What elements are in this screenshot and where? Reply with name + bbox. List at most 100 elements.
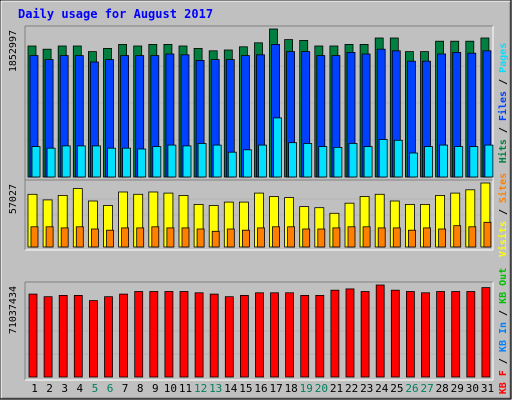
day-label: 31 — [481, 382, 494, 395]
sites-bar — [30, 226, 39, 248]
pages-bar — [92, 145, 101, 178]
kbf-bar — [134, 291, 144, 378]
sites-bar — [287, 226, 296, 248]
panel-pages-files-hits-legend-item: Files — [497, 91, 509, 127]
kbf-bar — [466, 291, 476, 378]
sites-bar — [75, 226, 84, 248]
kbf-bar — [209, 293, 219, 378]
kbf-bar — [421, 292, 430, 378]
panel-visits-sites-legend-item: / — [498, 209, 509, 221]
kbf-bar — [179, 291, 189, 378]
kbf-bar — [239, 294, 249, 378]
pages-bar — [197, 143, 207, 178]
day-label: 28 — [436, 382, 449, 395]
sites-bar — [106, 229, 114, 248]
day-axis-labels: 1 2 3 4 5 6 7 8 9 10 11 12 13 14 15 16 17 18 19 20 21 22 23 24 2… — [31, 382, 494, 395]
kbf-bar — [194, 292, 204, 378]
pages-bar — [227, 151, 237, 178]
sites-bar — [302, 228, 311, 248]
panel-pages-files-hits-legend-item: Hits — [497, 139, 509, 163]
sites-bar — [196, 228, 205, 248]
kbf-bar — [451, 291, 461, 378]
sites-bar — [166, 227, 175, 248]
panel-kbf-kbin-kbout-legend: KB F / KB In / KB Out — [498, 268, 509, 394]
kbf-bar — [300, 294, 310, 378]
pages-bar — [182, 145, 192, 178]
pages-bar — [393, 139, 403, 178]
chart-title: Daily usage for August 2017 — [18, 7, 213, 21]
day-label: 5 — [92, 382, 99, 395]
day-label: 6 — [107, 382, 114, 395]
panel-pages-files-hits-legend-item: / — [498, 79, 509, 91]
pages-bar — [303, 143, 313, 178]
kbf-bar — [375, 284, 385, 378]
day-label: 8 — [137, 382, 144, 395]
sites-bar — [91, 228, 99, 248]
pages-bar — [212, 144, 222, 178]
sites-bar — [423, 227, 431, 248]
kbf-bar — [89, 300, 98, 378]
day-label: 10 — [164, 382, 177, 395]
panel-kbf-kbin-kbout-scale-label: 71037434 — [8, 286, 19, 334]
pages-bar — [242, 149, 252, 178]
sites-bar — [121, 227, 129, 248]
day-label: 27 — [420, 382, 433, 395]
day-label: 1 — [31, 382, 38, 395]
pages-bar — [31, 146, 41, 178]
sites-bar — [181, 227, 190, 248]
panel-kbf-kbin-kbout-legend-item: / — [498, 310, 509, 322]
panel-visits-sites-legend: Visits / Sites — [497, 173, 509, 257]
kbf-bar — [330, 289, 340, 378]
pages-bar — [363, 146, 373, 178]
pages-bar — [76, 145, 86, 178]
day-label: 14 — [224, 382, 238, 395]
kbf-bar — [405, 291, 415, 378]
sites-bar — [211, 230, 220, 248]
panel-visits-sites-scale-label: 57027 — [8, 184, 19, 214]
pages-bar — [424, 146, 433, 178]
kbf-bar — [58, 294, 68, 378]
day-label: 30 — [466, 382, 479, 395]
kbf-bar — [73, 294, 83, 378]
sites-bar — [438, 228, 447, 248]
day-label: 2 — [46, 382, 53, 395]
pages-bar — [378, 139, 388, 178]
sites-bar — [257, 227, 265, 248]
sites-bar — [226, 228, 235, 248]
day-label: 17 — [269, 382, 282, 395]
panel-pages-files-hits-scale-label: 1852997 — [8, 30, 19, 72]
day-label: 11 — [179, 382, 192, 395]
kbf-bar — [285, 292, 295, 378]
day-label: 24 — [375, 382, 389, 395]
sites-bar — [60, 227, 69, 248]
day-label: 20 — [315, 382, 328, 395]
kbf-bar — [390, 289, 400, 378]
kbf-bar — [43, 296, 53, 378]
pages-bar — [469, 146, 479, 178]
sites-bar — [272, 226, 280, 248]
kbf-bar — [164, 291, 174, 378]
panel-kbf-kbin-kbout-legend-item: KB In — [498, 322, 509, 358]
sites-bar — [377, 227, 386, 248]
pages-bar — [288, 142, 298, 178]
pages-bar — [333, 146, 343, 178]
day-label: 3 — [61, 382, 68, 395]
pages-bar — [258, 144, 267, 178]
day-label: 7 — [122, 382, 129, 395]
kbf-bar — [436, 291, 446, 378]
panel-visits-sites-legend-item: Sites — [497, 173, 509, 209]
sites-bar — [332, 227, 341, 248]
sites-bar — [453, 225, 462, 248]
day-label: 13 — [209, 382, 222, 395]
kbf-bar — [28, 293, 38, 378]
kbf-bar — [360, 291, 370, 378]
sites-bar — [362, 226, 371, 248]
day-label: 29 — [451, 382, 464, 395]
sites-bar — [151, 226, 160, 248]
kbf-bar — [119, 293, 128, 378]
pages-bar — [152, 146, 162, 178]
kbf-bar — [149, 291, 159, 378]
